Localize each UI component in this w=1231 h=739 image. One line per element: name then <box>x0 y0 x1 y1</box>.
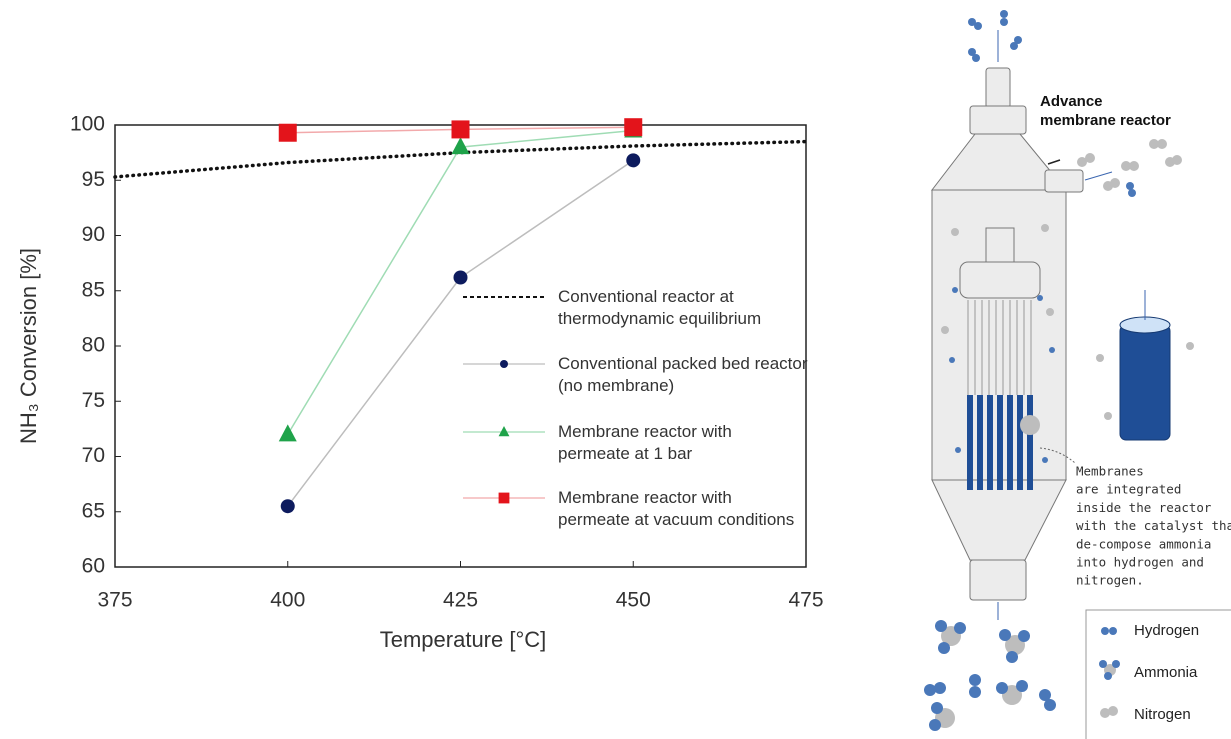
annotation-line: are integrated <box>1076 482 1181 497</box>
pointer <box>1047 159 1061 165</box>
data-point <box>451 120 470 139</box>
x-tick-label: 425 <box>443 589 478 612</box>
y-axis-label: NH₃ Conversion [%] <box>16 248 41 444</box>
membranes <box>967 395 1033 490</box>
legend-label: Conventional reactor at thermodynamic eq… <box>558 287 762 328</box>
legend-marker <box>498 426 510 437</box>
annotation-line: with the catalyst that <box>1076 518 1231 533</box>
y-tick-label: 60 <box>82 555 105 578</box>
legend-marker <box>498 492 510 504</box>
data-point <box>278 424 297 442</box>
outlet <box>1044 169 1084 193</box>
y-tick-label: 100 <box>70 113 105 136</box>
diagram-title: membrane reactor <box>1040 112 1171 129</box>
data-point <box>451 137 470 155</box>
annotation-line: into hydrogen and <box>1076 555 1204 570</box>
data-point <box>280 499 295 514</box>
diagram-title: Advance <box>1040 93 1103 110</box>
x-tick-label: 450 <box>616 589 651 612</box>
stub <box>985 67 1011 109</box>
x-tick-label: 475 <box>788 589 823 612</box>
hydrogen-molecules <box>924 10 1136 711</box>
flow-arrows <box>997 30 1146 620</box>
diagram <box>924 10 1231 739</box>
y-tick-label: 65 <box>82 499 105 522</box>
tubes <box>967 300 1032 395</box>
annotation-line: Membranes <box>1076 464 1144 479</box>
annotation-line: nitrogen. <box>1076 573 1144 588</box>
y-tick-label: 80 <box>82 334 105 357</box>
cap <box>969 105 1027 135</box>
data-point <box>278 123 297 142</box>
legend-label: Hydrogen <box>1134 622 1199 639</box>
legend-label: Ammonia <box>1134 664 1198 681</box>
legend-label: Membrane reactor with permeate at vacuum… <box>558 488 795 529</box>
nitrogen-molecules <box>941 139 1194 435</box>
legend-label: Conventional packed bed reactor (no memb… <box>558 354 808 395</box>
diagram-legend: Hydrogen Ammonia Nitrogen <box>1134 622 1199 723</box>
ammonia-molecules <box>929 620 1030 731</box>
annotation-line: inside the reactor <box>1076 500 1212 515</box>
data-point <box>626 153 641 168</box>
x-tick-label: 400 <box>270 589 305 612</box>
legend-label: Nitrogen <box>1134 706 1191 723</box>
y-tick-label: 70 <box>82 444 105 467</box>
y-tick-label: 90 <box>82 223 105 246</box>
legend-marker <box>500 360 508 368</box>
x-tick-label: 375 <box>97 589 132 612</box>
membrane-detail <box>1119 324 1171 441</box>
y-tick-label: 85 <box>82 278 105 301</box>
annotation: Membranes are integrated inside the reacto… <box>1039 447 1231 588</box>
y-tick-label: 75 <box>82 389 105 412</box>
x-axis-label: Temperature [°C] <box>380 627 547 652</box>
y-tick-label: 95 <box>82 168 105 191</box>
data-point <box>624 118 643 137</box>
data-point <box>453 270 468 285</box>
lower-cone <box>931 479 1067 561</box>
legend-icons <box>1099 627 1120 718</box>
annotation-line: de-compose ammonia <box>1076 536 1211 551</box>
bottom-stub <box>969 559 1027 601</box>
legend-label: Membrane reactor with permeate at 1 bar <box>558 422 732 463</box>
header <box>959 261 1041 299</box>
